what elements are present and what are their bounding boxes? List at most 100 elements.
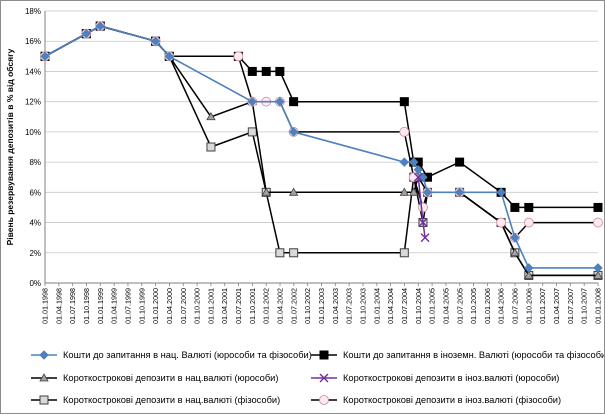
y-tick-label: 2% [29,249,41,258]
x-tick-label: 01.07.2006 [511,288,520,324]
data-point-series-2 [399,97,409,107]
data-point-series-2 [593,202,603,212]
x-tick-label: 01.04.1999 [110,288,119,324]
y-tick-label: 6% [29,188,41,197]
data-point-series-3 [261,187,271,196]
y-tick-label: 16% [25,37,41,46]
x-tick-label: 01.10.2005 [469,288,478,324]
data-point-series-3 [409,187,419,196]
data-point-series-1 [593,263,603,273]
y-tick-label: 10% [25,128,41,137]
data-point-series-5 [247,127,257,137]
y-tick-label: 12% [25,98,41,107]
x-tick-label: 01.01.2006 [483,288,492,324]
legend-marker [319,395,329,405]
legend-label: Короткострокові депозити в нац.валюті (ю… [63,373,278,383]
data-point-series-5 [206,142,216,152]
data-point-series-5 [275,248,285,258]
legend-marker [319,373,329,383]
data-point-series-1 [413,164,423,175]
legend-marker [39,350,49,360]
data-point-series-1 [510,232,520,243]
data-point-series-6 [593,217,603,228]
legend-marker [39,395,49,405]
data-point-series-1 [399,157,410,167]
x-tick-label: 01.04.1998 [54,288,63,324]
data-point-series-6 [418,202,428,213]
legend-label: Кошти до запитання в іноземн. Валюті (юр… [343,350,604,360]
data-point-series-3 [206,111,216,121]
data-point-series-1 [409,157,419,167]
x-tick-label: 01.04.2004 [386,288,395,324]
x-tick-label: 01.07.2003 [345,288,354,324]
legend-label: Короткострокові депозити в іноз.валюті (… [343,373,559,383]
data-point-series-3 [399,187,410,196]
data-point-series-1 [454,187,465,198]
x-tick-label: 01.07.1999 [123,288,132,324]
legend-label: Короткострокові депозити в нац.валюті (ф… [63,395,280,405]
y-tick-label: 8% [29,158,41,167]
data-point-series-1 [288,127,299,137]
x-tick-label: 01.01.2004 [372,288,381,324]
data-point-series-2 [510,202,520,212]
data-point-series-6 [408,172,419,183]
data-point-series-4 [420,233,430,243]
legend-label: Короткострокові депозити в іноз.валюті (… [343,395,561,405]
x-tick-label: 01.10.2004 [414,288,423,324]
x-tick-label: 01.10.2007 [580,288,589,324]
x-tick-label: 01.10.2000 [193,288,202,324]
data-point-series-4-stroke [418,218,428,228]
legend-label: Кошти до запитання в нац. Валюті (юрособ… [63,350,312,360]
x-tick-label: 01.04.2007 [552,288,561,324]
x-tick-label: 01.07.2005 [455,288,464,324]
x-tick-label: 01.04.2002 [276,288,285,324]
y-tick-label: 14% [25,67,41,76]
x-tick-label: 01.04.2006 [497,288,506,324]
x-tick-label: 01.01.2001 [206,288,215,324]
data-point-series-1 [422,187,433,198]
x-tick-label: 01.01.2007 [538,288,547,324]
data-point-series-1 [275,96,285,107]
y-tick-label: 18% [25,7,41,16]
data-point-series-3 [288,187,299,196]
x-tick-label: 01.01.2003 [317,288,326,324]
x-tick-label: 01.07.2004 [400,288,409,324]
legend-marker [319,350,329,360]
data-point-series-4 [418,218,428,228]
x-tick-label: 01.04.2003 [331,288,340,324]
data-point-series-3 [524,270,534,279]
data-point-series-2 [524,202,534,212]
x-tick-label: 01.10.1999 [137,288,146,324]
data-point-series-2 [289,97,299,107]
x-tick-label: 01.01.1998 [41,288,50,324]
x-tick-label: 01.10.2006 [524,288,533,324]
x-tick-label: 01.10.1998 [82,288,91,324]
data-point-series-6 [399,126,410,137]
x-tick-label: 01.10.2002 [303,288,312,324]
data-point-series-2 [455,157,465,167]
data-point-series-1 [95,21,105,31]
x-tick-label: 01.01.2005 [428,288,437,324]
x-tick-label: 01.10.2003 [358,288,367,324]
data-point-series-2 [247,66,257,76]
data-point-series-6 [523,217,534,228]
legend-marker [39,373,49,382]
data-point-series-1 [150,36,161,46]
data-point-series-2 [275,66,285,76]
data-point-series-1 [524,263,534,273]
x-tick-label: 01.01.2008 [594,288,603,324]
data-point-series-6 [233,51,244,62]
data-point-series-1 [247,96,258,107]
data-point-series-1 [81,28,92,39]
x-tick-label: 01.01.2002 [262,288,271,324]
data-point-series-6 [496,217,506,228]
y-tick-label: 0% [29,279,41,288]
data-point-series-2 [261,66,271,76]
data-point-series-3 [593,270,603,279]
x-tick-label: 01.01.1999 [96,288,105,324]
x-tick-label: 01.07.2002 [289,288,298,324]
x-tick-label: 01.10.2001 [248,288,257,324]
data-point-series-4 [413,172,423,182]
